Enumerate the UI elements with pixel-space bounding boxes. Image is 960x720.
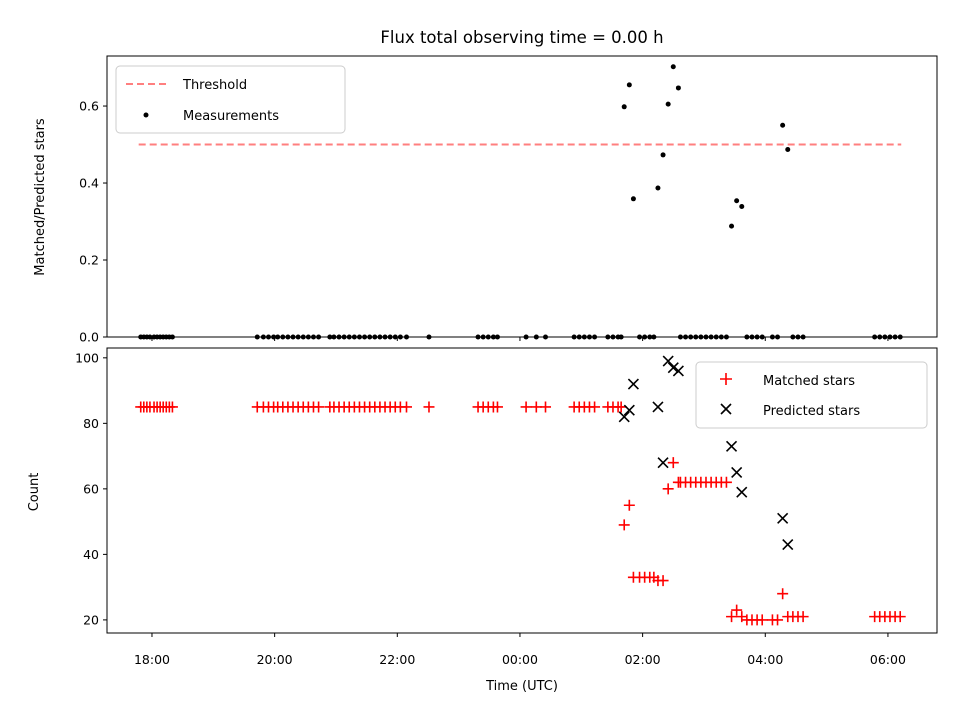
matched-star-point (756, 614, 768, 626)
bottom-x-tick-label: 22:00 (379, 652, 415, 667)
measurement-point (655, 185, 661, 191)
bottom-x-tick-label: 00:00 (502, 652, 538, 667)
bottom-plot-area: 18:00 20:00 22:00 00:00 02:00 04:00 06:00 20 40 6… (75, 350, 906, 667)
bottom-y-tick-label: 80 (83, 416, 99, 431)
measurement-point (626, 82, 632, 88)
bottom-y-tick-label: 100 (75, 350, 99, 365)
matched-star-point (589, 401, 601, 413)
bottom-y-tick-label: 40 (83, 547, 99, 562)
measurement-point (621, 104, 627, 110)
measurement-point (785, 147, 791, 153)
predicted-star-point (618, 411, 630, 423)
bottom-x-axis-label: Time (UTC) (485, 679, 558, 694)
measurements-legend-label: Measurements (183, 109, 279, 124)
matched-star-point (313, 401, 325, 413)
matched-legend-swatch (720, 373, 732, 385)
bottom-y-axis-label: Count (27, 473, 42, 512)
top-y-tick-label: 0.4 (79, 176, 99, 191)
matched-star-point (777, 588, 789, 600)
matched-star-point (166, 401, 178, 413)
bottom-legend: Matched stars Predicted stars (695, 361, 928, 429)
top-legend: Threshold Measurements (115, 65, 346, 134)
predicted-star-point (662, 355, 674, 367)
matched-star-point (894, 611, 906, 623)
matched-star-point (720, 476, 732, 488)
matched-star-point (662, 483, 674, 495)
matched-star-point (618, 519, 630, 531)
matched-star-point (726, 611, 738, 623)
top-y-tick-label: 0.6 (79, 99, 99, 114)
top-y-axis-label: Matched/Predicted stars (33, 118, 48, 276)
top-panel: Flux total observing time = 0.00 h Match… (33, 28, 938, 345)
bottom-x-tick-label: 18:00 (134, 652, 170, 667)
predicted-star-point (623, 404, 635, 416)
bottom-panel: Count Time (UTC) 18:00 20:00 22:00 00:00 02:… (27, 347, 938, 694)
matched-star-point (520, 401, 532, 413)
matched-star-point (615, 401, 627, 413)
top-y-tick-label: 0.2 (79, 253, 99, 268)
predicted-star-point (627, 378, 639, 390)
predicted-star-point (777, 512, 789, 524)
predicted-star-point (672, 365, 684, 377)
measurements-legend-swatch (143, 112, 149, 118)
measurement-point (665, 101, 671, 107)
bottom-x-tick-label: 20:00 (257, 652, 293, 667)
matched-star-point (530, 401, 542, 413)
measurement-point (675, 85, 681, 91)
measurement-point (660, 152, 666, 158)
predicted-star-point (652, 401, 664, 413)
top-axes-frame (106, 55, 938, 338)
measurement-point (670, 64, 676, 70)
matched-star-point (657, 575, 669, 587)
bottom-y-tick-label: 60 (83, 481, 99, 496)
bottom-axes-frame (106, 347, 938, 634)
matched-star-point (797, 611, 809, 623)
predicted-star-point (657, 457, 669, 469)
predicted-legend-label: Predicted stars (763, 404, 860, 419)
predicted-star-point (731, 466, 743, 479)
measurement-point (729, 223, 735, 229)
bottom-x-tick-label: 02:00 (625, 652, 661, 667)
matched-star-point (731, 604, 743, 616)
bottom-x-tick-label: 06:00 (870, 652, 906, 667)
predicted-star-point (725, 440, 738, 452)
bottom-x-tick-label: 04:00 (747, 652, 783, 667)
matched-star-point (623, 499, 635, 511)
matched-star-point (540, 401, 552, 413)
top-legend-box (115, 65, 346, 134)
bottom-legend-box (695, 361, 928, 429)
measurement-point (780, 122, 786, 128)
matched-star-point (491, 401, 503, 413)
measurement-point (734, 198, 740, 204)
predicted-star-point (782, 538, 794, 551)
top-y-tick-label: 0.0 (79, 330, 99, 345)
predicted-star-point (667, 362, 679, 374)
bottom-y-tick-label: 20 (83, 612, 99, 627)
predicted-star-point (736, 486, 748, 498)
top-chart-title: Flux total observing time = 0.00 h (380, 28, 663, 47)
matched-star-point (667, 457, 679, 469)
predicted-legend-swatch (720, 403, 732, 415)
measurement-point (739, 204, 745, 210)
matched-star-point (423, 401, 435, 413)
matched-star-point (772, 614, 784, 626)
threshold-legend-label: Threshold (182, 78, 247, 93)
measurement-point (630, 196, 636, 202)
matched-star-point (400, 401, 412, 413)
matched-legend-label: Matched stars (763, 374, 855, 389)
